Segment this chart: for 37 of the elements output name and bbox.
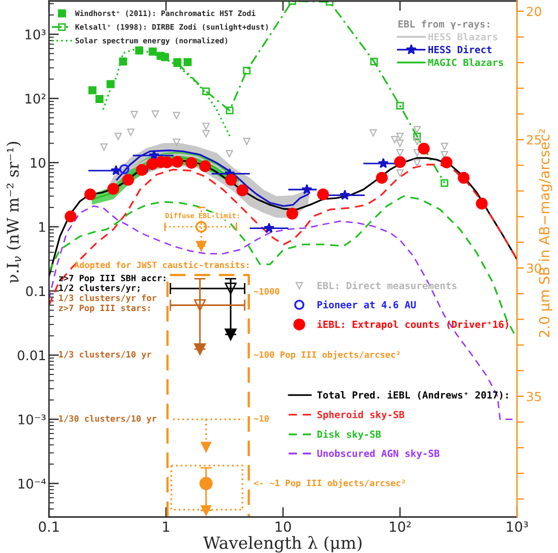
annotation: 1/30 clusters/10 yr <box>59 415 156 424</box>
legend-label: EBL: Direct measurements <box>318 281 456 290</box>
annotation: Adopted for JWST caustic-transits: <box>74 261 249 270</box>
legend-label: Spheroid sky-SB <box>317 410 404 420</box>
y-tick-label: 0.1 <box>26 286 46 296</box>
legend-label: MAGIC Blazars <box>428 58 504 66</box>
legend-label: Total Pred. iEBL (Andrews⁺ 2017): <box>317 390 508 400</box>
annotation: <- ~1 Pop III objects/arcsec² <box>254 478 406 488</box>
y2-tick-label: 20 <box>526 6 542 16</box>
y-tick-label: 10³ <box>26 29 46 40</box>
x-tick-label: 10³ <box>506 521 528 532</box>
legend-label: HESS Direct <box>428 45 492 54</box>
legend-label: Unobscured AGN sky-SB <box>317 450 440 459</box>
annotation: z>7 Pop III stars: <box>58 304 150 313</box>
y-tick-label: 10⁻³ <box>18 414 46 424</box>
y-tick-label: 10 <box>30 158 46 168</box>
legend-label: Pioneer at 4.6 AU <box>318 300 416 308</box>
y2-tick-label: 35 <box>526 392 541 402</box>
annotation: ~10 <box>254 415 269 422</box>
annotation: ~1000 <box>254 288 280 295</box>
y-tick-label: 0.01 <box>18 350 46 360</box>
annotation: ~100 Pop III objects/arcsec² <box>254 350 400 360</box>
x-axis-title: Wavelength λ (μm) <box>203 536 362 552</box>
y-tick-label: 10⁻⁴ <box>18 478 46 489</box>
x-tick-label: 1 <box>163 522 170 532</box>
annotation: 1/2 clusters/yr; <box>59 284 140 293</box>
legend-title: EBL from γ-rays: <box>398 20 490 30</box>
y-tick-label: 10² <box>26 94 46 104</box>
x-tick-label: 10² <box>390 521 411 532</box>
annotation: 1/3 clusters/10 yr <box>59 350 152 360</box>
x-tick-label: 10 <box>276 521 291 532</box>
annotation: 1/3 clusters/yr for <box>59 294 156 303</box>
y2-tick-label: 25 <box>526 135 541 145</box>
y-axis-title: ν.I$_{ν}$ (nW m⁻² sr⁻¹) <box>6 142 22 284</box>
y-tick-label: 1 <box>39 222 46 232</box>
legend-label: Disk sky-SB <box>317 430 381 440</box>
x-tick-label: 0.1 <box>38 521 59 532</box>
